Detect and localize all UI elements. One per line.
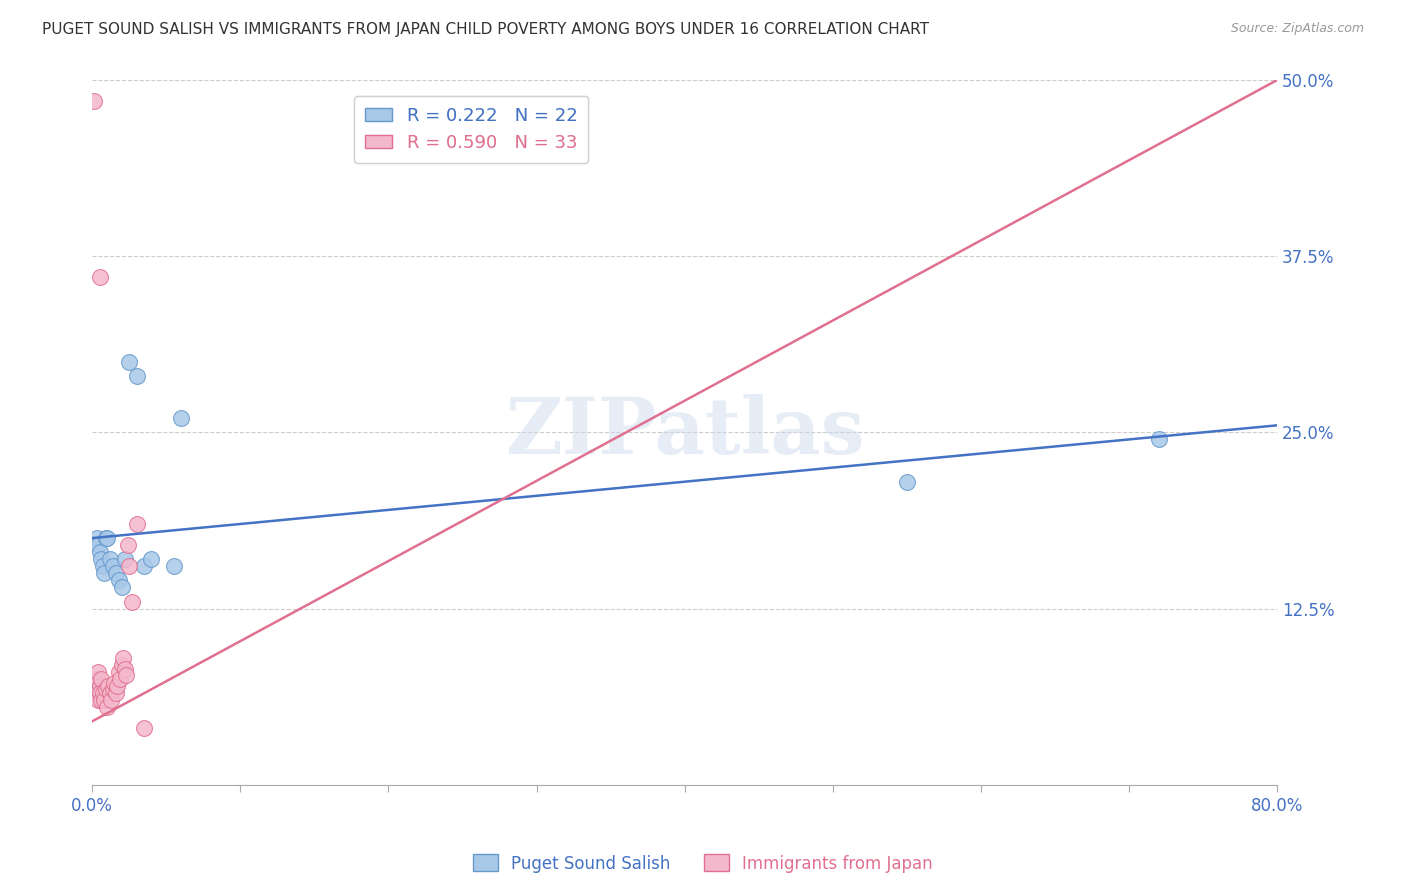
Point (115, 668, 138, 682)
Point (87, 665, 110, 679)
Point (103, 676, 125, 690)
Point (132, 722, 155, 736)
Point (100, 693, 122, 707)
Point (141, 552, 163, 566)
Point (89, 270, 111, 285)
Point (91, 559, 114, 574)
Point (91, 686, 114, 700)
Point (89, 545, 111, 559)
Point (90, 693, 112, 707)
Point (96, 700, 118, 714)
Point (121, 594, 143, 608)
Point (132, 559, 155, 574)
Point (89, 686, 111, 700)
Point (114, 662, 136, 676)
Point (118, 559, 141, 574)
Point (98, 686, 121, 700)
Point (101, 681, 124, 696)
Point (1147, 433, 1170, 447)
Text: ZIPatlas: ZIPatlas (505, 394, 865, 470)
Point (86, 672, 108, 686)
Point (93, 566, 115, 581)
Text: Source: ZipAtlas.com: Source: ZipAtlas.com (1230, 22, 1364, 36)
Point (87, 693, 110, 707)
Point (170, 411, 193, 425)
Point (97, 679, 120, 693)
Point (896, 475, 918, 489)
Point (101, 559, 124, 574)
Point (111, 657, 134, 672)
Point (84, 679, 107, 693)
Point (94, 531, 117, 545)
Point (83, 94, 105, 108)
Point (108, 574, 131, 588)
Point (104, 686, 127, 700)
Point (94, 681, 117, 696)
Point (86, 531, 108, 545)
Point (110, 672, 132, 686)
Point (105, 679, 128, 693)
Point (93, 693, 115, 707)
Point (111, 581, 134, 595)
Legend: R = 0.222   N = 22, R = 0.590   N = 33: R = 0.222 N = 22, R = 0.590 N = 33 (354, 96, 588, 162)
Text: PUGET SOUND SALISH VS IMMIGRANTS FROM JAPAN CHILD POVERTY AMONG BOYS UNDER 16 CO: PUGET SOUND SALISH VS IMMIGRANTS FROM JA… (42, 22, 929, 37)
Point (163, 559, 186, 574)
Point (90, 672, 112, 686)
Point (118, 355, 141, 369)
Point (125, 369, 148, 384)
Point (87, 538, 110, 552)
Point (117, 538, 139, 552)
Point (96, 531, 118, 545)
Point (86, 686, 108, 700)
Point (89, 679, 111, 693)
Point (125, 516, 148, 531)
Point (114, 552, 136, 566)
Point (104, 566, 127, 581)
Point (90, 552, 112, 566)
Point (108, 665, 131, 679)
Legend: Puget Sound Salish, Immigrants from Japan: Puget Sound Salish, Immigrants from Japa… (467, 847, 939, 880)
Point (98, 552, 121, 566)
Point (112, 651, 135, 665)
